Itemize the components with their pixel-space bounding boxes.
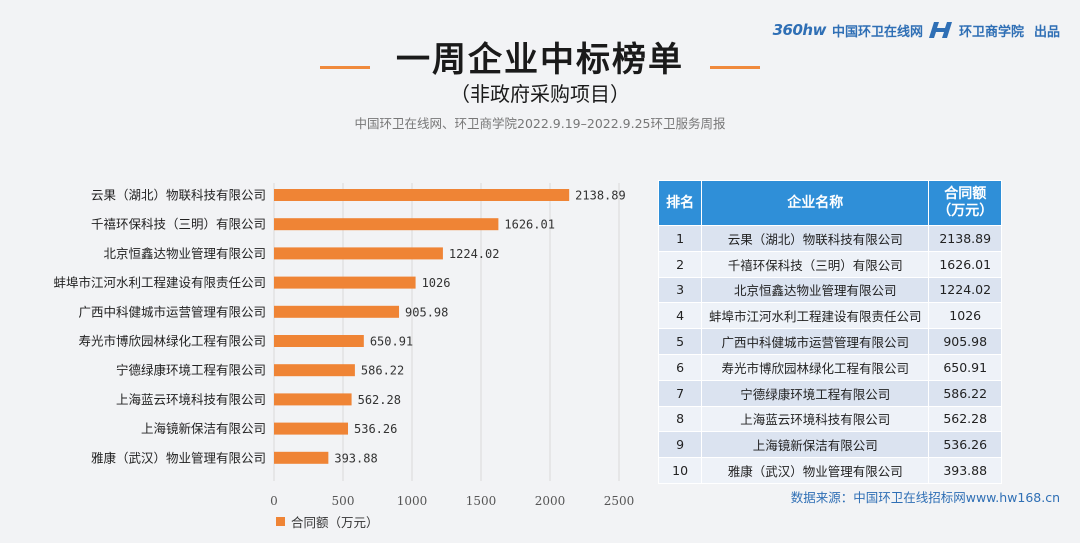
brand-publish: 出品 [1033, 24, 1060, 40]
x-tick-label: 2000 [535, 494, 566, 508]
brand-name-1: 中国环卫在线网 [831, 24, 923, 40]
amount-cell: 393.88 [928, 457, 1002, 484]
category-label: 广西中科健城市运营管理有限公司 [78, 304, 266, 319]
company-cell: 北京恒鑫达物业管理有限公司 [701, 276, 930, 304]
rank-cell: 2 [657, 250, 703, 278]
table-row: 4 蚌埠市江河水利工程建设有限责任公司 1026 [657, 302, 1002, 330]
value-label: 2138.89 [575, 189, 626, 203]
category-label: 北京恒鑫达物业管理有限公司 [103, 246, 266, 261]
amount-cell: 536.26 [928, 431, 1002, 459]
bar-chart: 0 500 1000 1500 2000 2500 云果（湖北）物联科技有限公司 2138.8… [53, 183, 635, 508]
header-amount-line1: 合同额 [944, 186, 987, 202]
amount-cell: 562.28 [928, 405, 1002, 433]
bar [274, 393, 352, 406]
rank-cell: 10 [657, 457, 703, 484]
value-label: 1626.01 [504, 218, 555, 232]
company-cell: 上海镜新保洁有限公司 [701, 431, 930, 459]
rank-cell: 8 [657, 405, 703, 433]
table-row: 6 寿光市博欣园林绿化工程有限公司 650.91 [657, 353, 1002, 381]
value-label: 905.98 [405, 305, 448, 319]
bar [274, 335, 364, 347]
bar [274, 451, 329, 464]
legend-swatch [276, 517, 285, 526]
category-label: 蚌埠市江河水利工程建设有限责任公司 [53, 275, 266, 290]
value-label: 393.88 [334, 451, 377, 465]
table-row: 5 广西中科健城市运营管理有限公司 905.98 [657, 328, 1002, 355]
table-row: 8 上海蓝云环境科技有限公司 562.28 [657, 405, 1002, 433]
amount-cell: 2138.89 [928, 225, 1002, 252]
rank-cell: 7 [657, 379, 703, 407]
brand-header: 360hw 中国环卫在线网 环卫商学院 出品 [773, 20, 1060, 40]
table-row: 9 上海镜新保洁有限公司 536.26 [657, 431, 1002, 459]
data-source-note: 数据来源：中国环卫在线招标网www.hw168.cn [790, 490, 1060, 505]
amount-cell: 1026 [928, 302, 1002, 330]
title-decor-right [710, 66, 760, 69]
table-row: 2 千禧环保科技（三明）有限公司 1626.01 [657, 250, 1002, 278]
ranking-table-wrap: 排名 企业名称 合同额 （万元） 1 云果（湖北）物联科技有限公司 2138.89 2… [657, 180, 1002, 484]
page-subtitle: （非政府采购项目） [450, 82, 630, 106]
brand-name-2: 环卫商学院 [958, 24, 1024, 40]
header-amount-line2: （万元） [937, 203, 994, 219]
value-label: 650.91 [370, 335, 413, 349]
chart-legend: 合同额（万元） [276, 512, 379, 531]
hw-logo-icon [928, 20, 953, 40]
header-amount: 合同额 （万元） [928, 180, 1002, 226]
company-cell: 雅康（武汉）物业管理有限公司 [701, 457, 930, 484]
company-cell: 寿光市博欣园林绿化工程有限公司 [701, 353, 930, 381]
amount-cell: 650.91 [928, 353, 1002, 381]
category-label: 云果（湖北）物联科技有限公司 [91, 188, 266, 203]
header-rank: 排名 [657, 180, 703, 226]
x-tick-label: 1500 [466, 494, 497, 508]
rank-cell: 3 [657, 276, 703, 304]
x-tick-label: 1000 [397, 494, 428, 508]
amount-cell: 905.98 [928, 328, 1002, 355]
ranking-table: 排名 企业名称 合同额 （万元） 1 云果（湖北）物联科技有限公司 2138.89 2… [657, 180, 1002, 484]
rank-cell: 9 [657, 431, 703, 459]
company-cell: 广西中科健城市运营管理有限公司 [701, 328, 930, 355]
bar [274, 422, 349, 435]
rank-cell: 6 [657, 353, 703, 381]
title-decor-left [320, 66, 370, 69]
bar [274, 364, 355, 377]
value-label: 586.22 [361, 364, 404, 378]
bar [274, 189, 570, 201]
category-label: 寿光市博欣园林绿化工程有限公司 [78, 334, 266, 349]
company-cell: 蚌埠市江河水利工程建设有限责任公司 [701, 302, 930, 330]
rank-cell: 1 [657, 225, 703, 252]
table-row: 7 宁德绿康环境工程有限公司 586.22 [657, 379, 1002, 407]
bar [274, 247, 443, 260]
bar [274, 305, 400, 318]
header-name: 企业名称 [701, 180, 930, 226]
category-label: 雅康（武汉）物业管理有限公司 [91, 450, 266, 465]
bar [274, 276, 416, 289]
page-title: 一周企业中标榜单 [396, 40, 684, 80]
company-cell: 宁德绿康环境工程有限公司 [701, 379, 930, 407]
amount-cell: 586.22 [928, 379, 1002, 407]
bar [274, 218, 499, 231]
rank-cell: 5 [657, 328, 703, 355]
legend-label: 合同额（万元） [291, 515, 379, 530]
value-label: 536.26 [354, 422, 397, 436]
rank-cell: 4 [657, 302, 703, 330]
category-label: 宁德绿康环境工程有限公司 [116, 363, 266, 378]
value-label: 562.28 [358, 393, 401, 407]
x-tick-label: 500 [332, 494, 355, 508]
company-cell: 千禧环保科技（三明）有限公司 [701, 250, 930, 278]
category-label: 千禧环保科技（三明）有限公司 [91, 217, 266, 232]
company-cell: 云果（湖北）物联科技有限公司 [701, 225, 930, 252]
table-row: 10 雅康（武汉）物业管理有限公司 393.88 [657, 457, 1002, 484]
table-row: 3 北京恒鑫达物业管理有限公司 1224.02 [657, 276, 1002, 304]
value-label: 1224.02 [449, 247, 500, 261]
value-label: 1026 [422, 276, 451, 290]
x-tick-label: 2500 [604, 494, 635, 508]
x-tick-label: 0 [270, 494, 278, 508]
table-row: 1 云果（湖北）物联科技有限公司 2138.89 [657, 225, 1002, 252]
category-label: 上海蓝云环境科技有限公司 [116, 392, 266, 407]
amount-cell: 1224.02 [928, 276, 1002, 304]
category-label: 上海镜新保洁有限公司 [141, 421, 266, 436]
logo-360hw: 360hw [772, 21, 827, 39]
amount-cell: 1626.01 [928, 250, 1002, 278]
report-source-line: 中国环卫在线网、环卫商学院2022.9.19–2022.9.25环卫服务周报 [354, 116, 726, 131]
company-cell: 上海蓝云环境科技有限公司 [701, 405, 930, 433]
